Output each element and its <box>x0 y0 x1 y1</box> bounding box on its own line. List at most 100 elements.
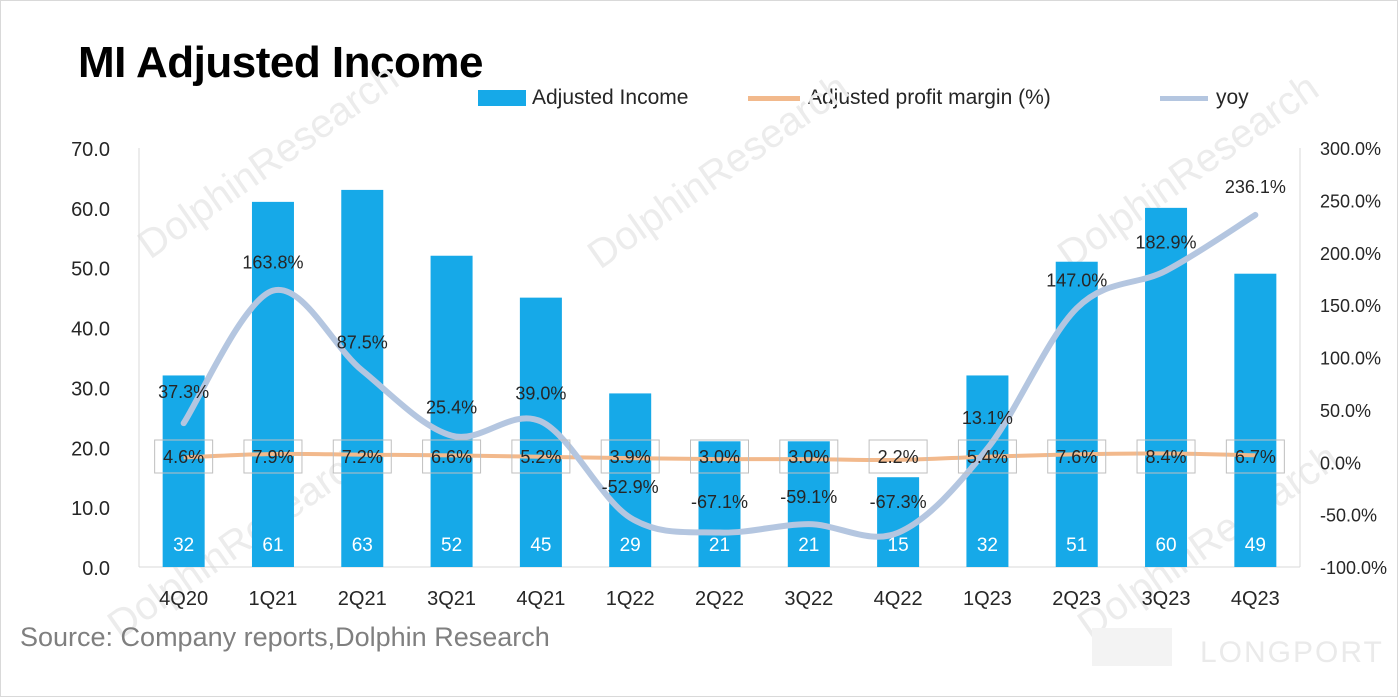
margin-label-box <box>243 439 303 474</box>
margin-value-label: 3.9% <box>610 447 651 467</box>
y-right-tick-label: -100.0% <box>1320 558 1387 578</box>
bar-value-label: 29 <box>620 535 641 556</box>
margin-label-box <box>422 439 482 474</box>
yoy-value-label: 163.8% <box>242 253 303 273</box>
y-left-tick-label: 50.0 <box>71 259 110 281</box>
legend-label-profit-margin: Adjusted profit margin (%) <box>808 86 1051 109</box>
bar-adjusted-income <box>1055 261 1098 567</box>
x-tick-label: 3Q23 <box>1142 588 1191 610</box>
margin-value-label: 7.2% <box>342 447 383 467</box>
margin-label-box <box>154 439 214 474</box>
legend-swatch-bar <box>478 90 526 107</box>
margin-value-label: 5.4% <box>967 447 1008 467</box>
margin-label-box <box>957 439 1017 474</box>
y-right-tick-label: 250.0% <box>1320 191 1381 211</box>
yoy-value-label: -52.9% <box>602 477 659 497</box>
bar-adjusted-income <box>1234 273 1277 567</box>
bar-adjusted-income <box>609 393 652 567</box>
yoy-value-label: 39.0% <box>515 383 566 403</box>
bar-value-label: 32 <box>173 535 194 556</box>
legend-swatch-yoy-line <box>1160 95 1208 101</box>
margin-value-label: 3.0% <box>699 447 740 467</box>
y-left-tick-label: 70.0 <box>71 139 110 161</box>
line-yoy <box>180 211 1259 540</box>
y-right-tick-label: 200.0% <box>1320 244 1381 264</box>
margin-value-label: 6.6% <box>431 447 472 467</box>
y-left-tick-label: 0.0 <box>82 558 110 580</box>
margin-label-box <box>779 439 839 474</box>
yoy-value-label: 182.9% <box>1136 233 1197 253</box>
yoy-value-label: 147.0% <box>1046 270 1107 290</box>
bar-value-label: 32 <box>977 535 998 556</box>
y-left-tick-label: 60.0 <box>71 199 110 221</box>
bar-value-label: 52 <box>441 535 462 556</box>
legend-item-yoy: yoy <box>1160 86 1249 112</box>
margin-value-label: 6.7% <box>1235 447 1276 467</box>
yoy-value-label: 236.1% <box>1225 177 1286 197</box>
legend-label-adjusted-income: Adjusted Income <box>532 86 689 109</box>
bar-adjusted-income <box>251 201 294 567</box>
y-right-tick-label: 50.0% <box>1320 401 1371 421</box>
bar-value-label: 21 <box>798 535 819 556</box>
x-tick-label: 2Q23 <box>1052 588 1101 610</box>
y-right-tick-label: 0.0% <box>1320 453 1361 473</box>
watermark-logo <box>1092 628 1172 666</box>
x-tick-label: 4Q21 <box>516 588 565 610</box>
yoy-value-label: -67.1% <box>691 492 748 512</box>
legend-swatch-margin-line <box>748 95 800 101</box>
bar-value-label: 63 <box>352 535 373 556</box>
margin-value-label: 2.2% <box>878 447 919 467</box>
margin-label-box <box>332 439 392 474</box>
bar-adjusted-income <box>787 441 830 567</box>
x-tick-label: 1Q23 <box>963 588 1012 610</box>
x-tick-label: 4Q22 <box>874 588 923 610</box>
y-left-tick-label: 20.0 <box>71 438 110 460</box>
margin-label-box <box>600 439 660 474</box>
margin-label-box <box>511 439 571 474</box>
margin-label-box <box>1225 439 1285 474</box>
y-right-tick-label: -50.0% <box>1320 506 1377 526</box>
bar-adjusted-income <box>698 441 741 567</box>
bar-value-label: 51 <box>1066 535 1087 556</box>
bar-adjusted-income <box>430 255 473 567</box>
legend-label-yoy: yoy <box>1216 86 1249 109</box>
bar-value-label: 45 <box>530 535 551 556</box>
bar-adjusted-income <box>162 375 205 567</box>
y-left-tick-label: 10.0 <box>71 498 110 520</box>
margin-value-label: 7.9% <box>252 447 293 467</box>
y-right-tick-label: 150.0% <box>1320 296 1381 316</box>
bar-adjusted-income <box>966 375 1009 567</box>
watermark-text-3: DolphinResearch <box>100 435 377 647</box>
margin-label-box <box>1047 439 1107 474</box>
yoy-value-label: 87.5% <box>337 333 388 353</box>
source-note: Source: Company reports,Dolphin Research <box>20 622 550 652</box>
yoy-value-label: 25.4% <box>426 398 477 418</box>
x-tick-label: 2Q21 <box>338 588 387 610</box>
bar-value-label: 15 <box>888 535 909 556</box>
bar-value-label: 61 <box>262 535 283 556</box>
yoy-value-label: 37.3% <box>158 382 209 402</box>
yoy-value-label: -59.1% <box>780 487 837 507</box>
chart-title: MI Adjusted Income <box>78 38 483 87</box>
y-right-tick-label: 300.0% <box>1320 139 1381 159</box>
y-left-tick-label: 30.0 <box>71 378 110 400</box>
margin-value-label: 4.6% <box>163 447 204 467</box>
line-profit-margin <box>183 451 1256 463</box>
watermark-brand: LONGPORT <box>1200 636 1384 669</box>
x-tick-label: 2Q22 <box>695 588 744 610</box>
margin-value-label: 3.0% <box>788 447 829 467</box>
x-tick-label: 1Q21 <box>248 588 297 610</box>
x-tick-label: 3Q21 <box>427 588 476 610</box>
yoy-value-label: 13.1% <box>962 408 1013 428</box>
y-left-tick-label: 40.0 <box>71 319 110 341</box>
x-tick-label: 4Q23 <box>1231 588 1280 610</box>
legend-item-adjusted-income: Adjusted Income <box>478 86 688 112</box>
margin-value-label: 7.6% <box>1056 447 1097 467</box>
margin-label-box <box>1136 439 1196 474</box>
x-tick-label: 3Q22 <box>784 588 833 610</box>
margin-label-box <box>690 439 749 474</box>
watermark-text-4: DolphinResearch <box>1070 435 1347 647</box>
bar-value-label: 21 <box>709 535 730 556</box>
